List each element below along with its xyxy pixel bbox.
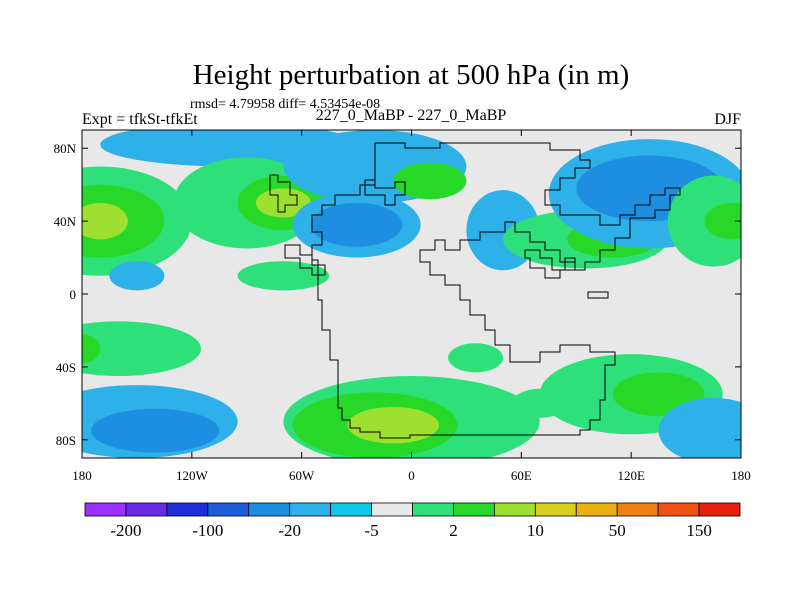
y-tick-label: 80N xyxy=(54,141,77,156)
x-tick-label: 0 xyxy=(408,468,415,483)
y-tick-label: 40S xyxy=(56,360,76,375)
land-outline-path xyxy=(284,244,326,276)
contour-region xyxy=(82,202,128,240)
y-tick-label: 80S xyxy=(56,433,76,448)
contour-region xyxy=(704,202,741,240)
x-tick-label: 60W xyxy=(289,468,315,483)
contour-region xyxy=(448,343,504,373)
colorbar-label: 2 xyxy=(449,521,458,540)
land-outline-path xyxy=(364,179,406,206)
contour-region xyxy=(310,202,403,247)
colorbar-label: -20 xyxy=(278,521,301,540)
y-axis: 80N 40N 0 40S 80S xyxy=(54,141,741,448)
colorbar-swatch xyxy=(698,502,741,517)
colorbar-swatch xyxy=(616,502,659,517)
contour-region xyxy=(109,261,165,291)
x-tick-label: 180 xyxy=(731,468,751,483)
land-outline-path xyxy=(524,249,576,279)
colorbar-label: 10 xyxy=(527,521,544,540)
colorbar-label: -100 xyxy=(192,521,223,540)
contour-region xyxy=(393,162,467,200)
colorbar-swatch xyxy=(412,502,454,517)
colorbar-swatch xyxy=(207,502,250,517)
right-label: DJF xyxy=(714,111,741,128)
contour-region xyxy=(82,334,101,364)
left-label: Expt = tfkSt-tfkEt xyxy=(82,111,198,128)
colorbar-swatch xyxy=(125,502,168,517)
contour-fills xyxy=(82,130,741,458)
x-tick-label: 180 xyxy=(72,468,92,483)
colorbar-swatch xyxy=(575,502,618,517)
colorbar-swatch xyxy=(289,502,332,517)
contour-region xyxy=(658,397,741,458)
contour-region xyxy=(347,406,439,444)
land-outline-path xyxy=(587,291,609,299)
colorbar-swatch xyxy=(534,502,577,517)
colorbar-swatch xyxy=(657,502,700,517)
contour-region xyxy=(237,261,330,291)
x-axis: 180 120W 60W 0 60E 120E 180 xyxy=(72,130,751,483)
x-tick-label: 120E xyxy=(617,468,645,483)
colorbar: -200 -100 -20 -5 2 10 50 150 xyxy=(84,502,741,540)
chart-title: Height perturbation at 500 hPa (in m) xyxy=(193,59,630,91)
land-outline-path xyxy=(311,142,681,439)
x-tick-label: 60E xyxy=(511,468,532,483)
colorbar-label: 50 xyxy=(609,521,626,540)
y-tick-label: 0 xyxy=(70,287,77,302)
colorbar-swatch xyxy=(453,502,495,517)
colorbar-label: -5 xyxy=(364,521,378,540)
contour-region xyxy=(512,388,568,418)
stats-line: rmsd= 4.79958 diff= 4.53454e-08 xyxy=(190,97,380,112)
colorbar-label: -200 xyxy=(110,521,141,540)
land-outline xyxy=(269,142,681,439)
colorbar-swatch xyxy=(330,502,372,517)
colorbar-swatch xyxy=(84,502,127,517)
colorbar-swatch xyxy=(371,502,413,517)
plot-area: 180 120W 60W 0 60E 120E 180 80N 40N 0 40S 80S xyxy=(54,129,751,483)
colorbar-swatch xyxy=(493,502,536,517)
center-label: 227_0_MaBP - 227_0_MaBP xyxy=(316,107,507,124)
contour-region xyxy=(82,321,201,376)
land-outline-path xyxy=(269,174,298,213)
x-tick-label: 120W xyxy=(176,468,209,483)
colorbar-swatch xyxy=(248,502,291,517)
colorbar-swatch xyxy=(166,502,209,517)
y-tick-label: 40N xyxy=(54,214,77,229)
colorbar-label: 150 xyxy=(686,521,712,540)
contour-region xyxy=(91,408,220,453)
